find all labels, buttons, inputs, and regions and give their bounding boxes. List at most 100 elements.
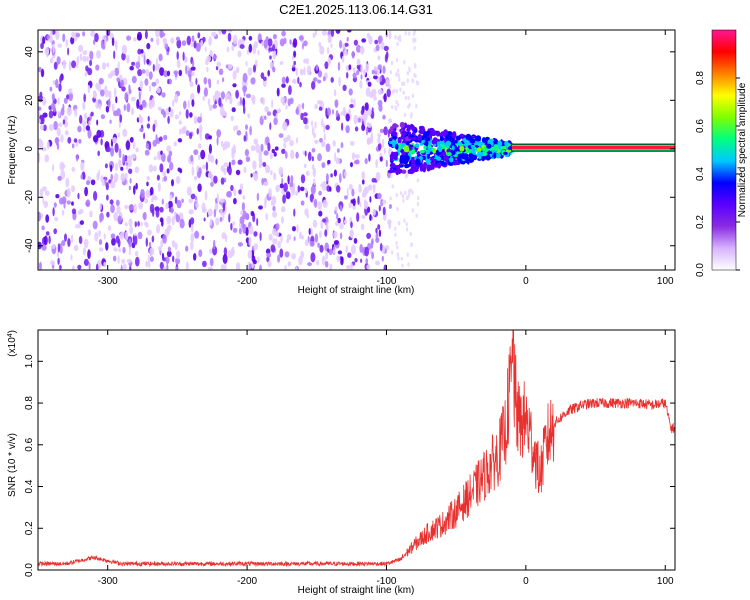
x-tick-label: -200 <box>237 276 257 287</box>
noise-cell <box>189 73 192 83</box>
snr-scale-note: (x104) <box>7 330 19 357</box>
noise-cell <box>232 221 236 226</box>
noise-cell <box>325 107 328 118</box>
noise-cell <box>375 44 380 52</box>
noise-cell <box>321 118 324 128</box>
noise-cell <box>281 83 286 88</box>
noise-cell <box>159 67 165 76</box>
noise-cell <box>243 105 246 115</box>
noise-cell <box>311 164 315 171</box>
noise-cell <box>57 257 60 265</box>
noise-cell <box>149 256 154 262</box>
noise-cell <box>156 174 160 181</box>
noise-cell <box>86 180 90 186</box>
noise-cell <box>350 162 353 168</box>
noise-cell <box>270 200 274 206</box>
noise-cell <box>196 128 199 135</box>
noise-cell <box>84 71 88 77</box>
noise-cell <box>111 103 115 112</box>
noise-cell <box>260 72 265 79</box>
noise-cell <box>186 35 191 46</box>
noise-cell <box>356 64 360 70</box>
noise-fringe-cell <box>398 77 401 82</box>
noise-cell <box>141 99 147 108</box>
noise-cell <box>361 38 367 43</box>
noise-cell <box>84 186 88 197</box>
transition-cell <box>436 141 441 147</box>
noise-cell <box>383 148 387 155</box>
noise-cell <box>168 150 173 157</box>
noise-cell <box>190 233 195 243</box>
noise-cell <box>349 104 354 108</box>
noise-cell <box>70 234 74 243</box>
transition-cell <box>401 169 407 174</box>
noise-cell <box>317 201 323 210</box>
transition-cell <box>430 157 434 161</box>
noise-cell <box>314 121 317 129</box>
noise-cell <box>96 129 102 138</box>
noise-cell <box>319 137 323 143</box>
noise-cell <box>341 122 344 131</box>
noise-cell <box>385 159 388 167</box>
noise-cell <box>200 149 206 160</box>
transition-cell <box>487 151 494 156</box>
noise-cell <box>176 39 182 49</box>
noise-cell <box>290 149 295 160</box>
noise-cell <box>163 70 169 78</box>
snr-y-axis: 0.0 0.2 0.4 0.6 0.8 1.0 <box>24 354 675 577</box>
y-tick-label: 0 <box>24 146 35 152</box>
noise-cell <box>323 133 326 141</box>
snr-scale-close: ) <box>7 330 18 333</box>
noise-cell <box>337 250 343 255</box>
noise-cell <box>138 202 144 210</box>
noise-cell <box>41 147 47 152</box>
noise-cell <box>193 116 198 124</box>
y-tick-label: 0.8 <box>24 396 35 410</box>
transition-cell <box>493 144 499 150</box>
transition-cell <box>418 129 425 134</box>
noise-cell <box>98 169 101 178</box>
y-tick-label: 1.0 <box>24 354 35 368</box>
noise-cell <box>318 41 322 48</box>
noise-cell <box>64 233 67 242</box>
x-tick-label: -100 <box>376 276 396 287</box>
noise-cell <box>51 40 55 45</box>
noise-cell <box>144 221 148 227</box>
noise-cell <box>156 57 158 67</box>
transition-cell <box>439 135 444 142</box>
noise-fringe-cell <box>404 174 408 179</box>
noise-cell <box>344 171 347 177</box>
noise-cell <box>71 143 75 149</box>
transition-cell <box>449 157 454 163</box>
noise-cell <box>176 199 182 209</box>
noise-cell <box>235 89 240 99</box>
noise-cell <box>350 230 354 238</box>
noise-cell <box>128 185 131 191</box>
noise-cell <box>269 61 274 69</box>
noise-cell <box>314 233 319 243</box>
noise-cell <box>212 104 218 109</box>
noise-cell <box>104 163 108 169</box>
noise-cell <box>193 149 199 156</box>
noise-cell <box>207 78 211 85</box>
noise-cell <box>371 177 376 183</box>
noise-cell <box>264 198 267 209</box>
noise-cell <box>278 166 284 176</box>
transition-cell <box>447 132 452 136</box>
noise-cell <box>200 39 204 47</box>
transition-cell <box>483 137 488 143</box>
noise-cell <box>100 89 105 97</box>
noise-cell <box>242 72 248 83</box>
noise-fringe-cell <box>395 99 398 105</box>
noise-cell <box>252 160 257 170</box>
noise-cell <box>240 210 244 216</box>
noise-cell <box>213 239 216 250</box>
transition-cell <box>393 124 399 128</box>
noise-cell <box>121 258 125 264</box>
noise-cell <box>52 43 55 54</box>
noise-cell <box>143 132 146 140</box>
noise-cell <box>157 182 161 192</box>
noise-cell <box>388 221 392 229</box>
x-tick-label: 100 <box>657 276 674 287</box>
noise-cell <box>145 189 151 198</box>
